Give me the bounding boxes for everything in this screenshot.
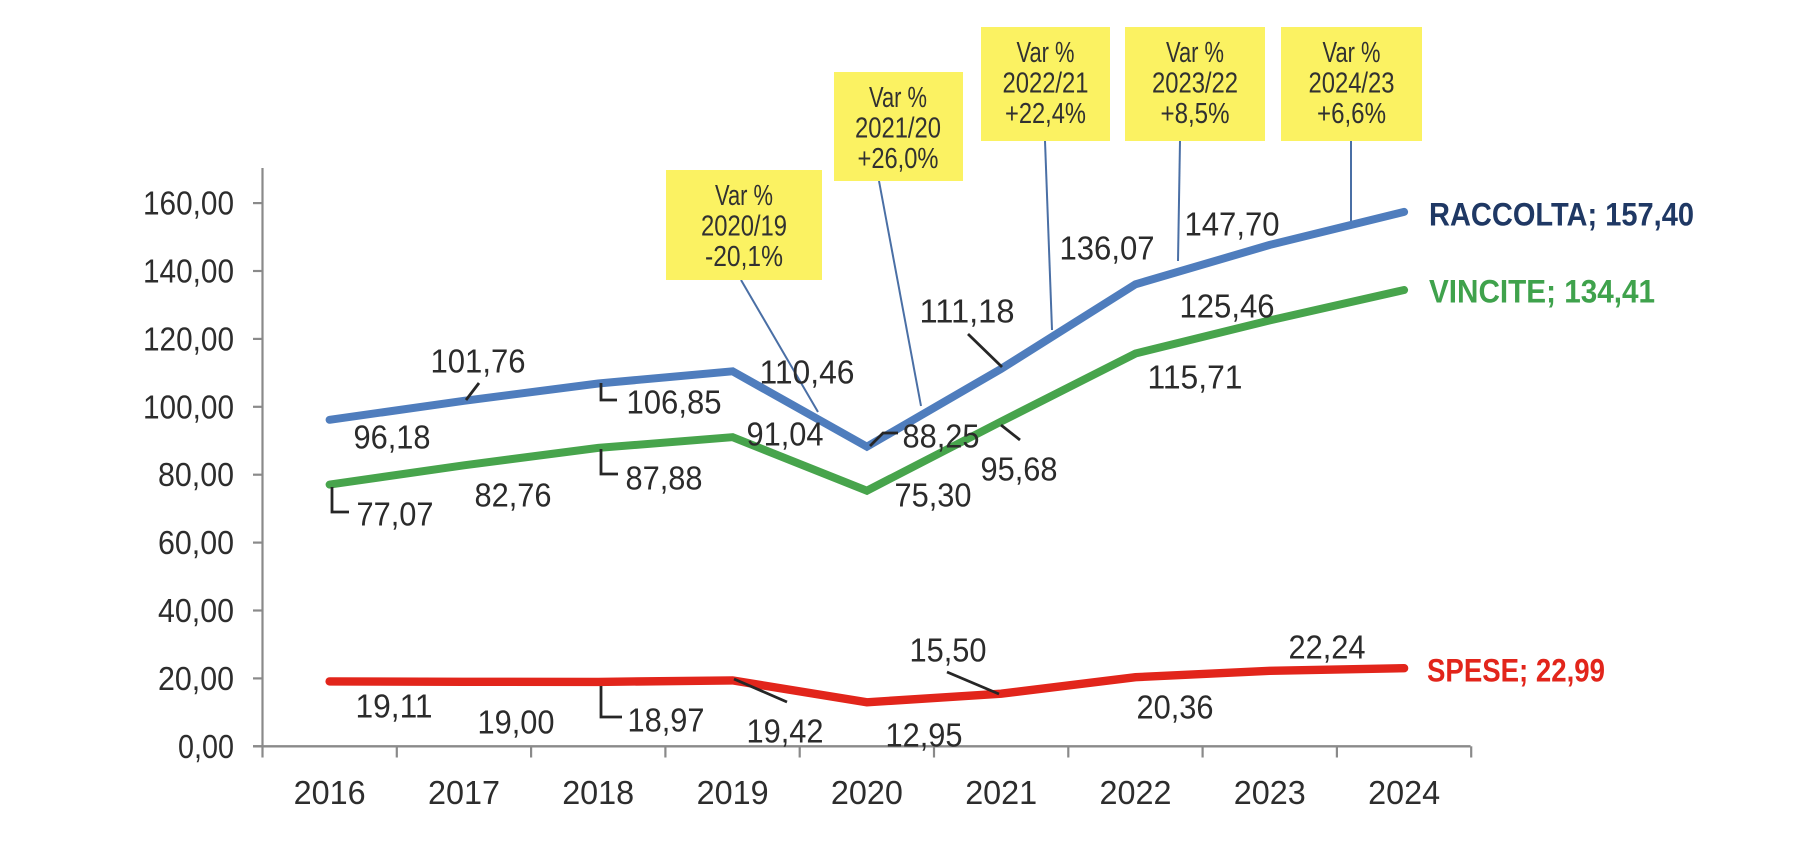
svg-text:+26,0%: +26,0%	[858, 143, 939, 175]
svg-text:15,50: 15,50	[910, 632, 987, 669]
svg-text:20,36: 20,36	[1137, 689, 1214, 726]
svg-text:19,00: 19,00	[478, 704, 555, 741]
svg-text:SPESE; 22,99: SPESE; 22,99	[1427, 653, 1605, 689]
svg-text:2022: 2022	[1100, 774, 1172, 811]
svg-text:0,00: 0,00	[178, 728, 234, 765]
svg-text:115,71: 115,71	[1148, 359, 1243, 396]
svg-text:110,46: 110,46	[760, 354, 855, 391]
svg-text:111,18: 111,18	[920, 293, 1015, 330]
svg-text:140,00: 140,00	[143, 253, 234, 290]
svg-text:2020: 2020	[831, 774, 903, 811]
svg-text:95,68: 95,68	[981, 451, 1058, 488]
svg-text:Var %: Var %	[715, 180, 773, 212]
svg-text:18,97: 18,97	[628, 702, 705, 739]
svg-text:Var %: Var %	[1017, 37, 1075, 69]
svg-text:2017: 2017	[428, 774, 500, 811]
svg-text:VINCITE; 134,41: VINCITE; 134,41	[1429, 274, 1655, 310]
svg-text:87,88: 87,88	[626, 460, 703, 497]
svg-text:12,95: 12,95	[886, 717, 963, 754]
svg-text:77,07: 77,07	[357, 496, 434, 533]
svg-text:2021: 2021	[965, 774, 1037, 811]
svg-text:60,00: 60,00	[158, 524, 234, 561]
svg-text:147,70: 147,70	[1185, 206, 1280, 243]
svg-text:19,42: 19,42	[747, 713, 824, 750]
svg-text:88,25: 88,25	[903, 418, 980, 455]
svg-text:40,00: 40,00	[158, 592, 234, 629]
svg-text:22,24: 22,24	[1289, 629, 1366, 666]
svg-text:+22,4%: +22,4%	[1005, 98, 1086, 130]
svg-text:2020/19: 2020/19	[701, 211, 787, 243]
svg-text:75,30: 75,30	[895, 477, 972, 514]
svg-text:125,46: 125,46	[1180, 288, 1275, 325]
svg-text:Var %: Var %	[1323, 37, 1381, 69]
svg-text:19,11: 19,11	[356, 688, 433, 725]
svg-text:2023/22: 2023/22	[1152, 68, 1238, 100]
svg-text:+6,6%: +6,6%	[1317, 98, 1386, 130]
svg-text:2024: 2024	[1368, 774, 1440, 811]
svg-text:+8,5%: +8,5%	[1161, 98, 1230, 130]
svg-text:20,00: 20,00	[158, 660, 234, 697]
svg-text:96,18: 96,18	[354, 419, 431, 456]
svg-text:2019: 2019	[697, 774, 769, 811]
svg-text:136,07: 136,07	[1060, 230, 1155, 267]
svg-text:106,85: 106,85	[627, 384, 722, 421]
svg-text:82,76: 82,76	[475, 477, 552, 514]
svg-text:80,00: 80,00	[158, 456, 234, 493]
svg-text:100,00: 100,00	[143, 388, 234, 425]
svg-text:160,00: 160,00	[143, 185, 234, 222]
svg-text:2016: 2016	[294, 774, 366, 811]
svg-text:2021/20: 2021/20	[855, 113, 941, 145]
svg-text:2018: 2018	[562, 774, 634, 811]
svg-text:101,76: 101,76	[431, 343, 526, 380]
svg-text:2022/21: 2022/21	[1003, 68, 1089, 100]
svg-text:-20,1%: -20,1%	[705, 241, 783, 273]
svg-text:2024/23: 2024/23	[1309, 68, 1395, 100]
svg-text:120,00: 120,00	[143, 320, 234, 357]
svg-text:91,04: 91,04	[747, 416, 824, 453]
svg-text:2023: 2023	[1234, 774, 1306, 811]
svg-text:Var %: Var %	[869, 82, 927, 114]
svg-text:RACCOLTA; 157,40: RACCOLTA; 157,40	[1429, 197, 1694, 233]
svg-text:Var %: Var %	[1166, 37, 1224, 69]
